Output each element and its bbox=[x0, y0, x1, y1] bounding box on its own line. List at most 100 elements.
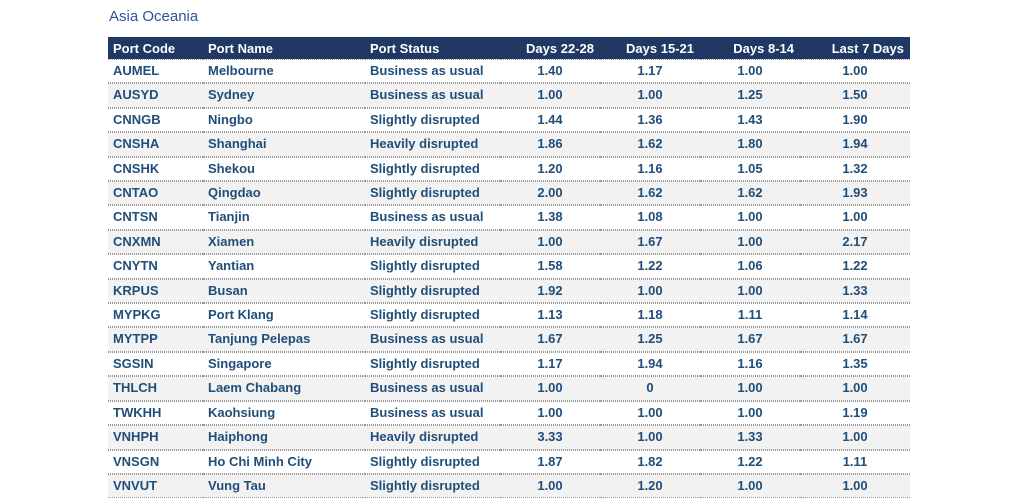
cell-last-7-days: 1.33 bbox=[800, 278, 910, 304]
cell-days-8-14: 1.67 bbox=[700, 327, 800, 352]
cell-days-15-21: 1.62 bbox=[600, 132, 700, 157]
table-header-row: Port Code Port Name Port Status Days 22-28 D… bbox=[108, 37, 910, 59]
table-row: CNTAO Qingdao Slightly disrupted 2.00 1.62 1.… bbox=[108, 181, 910, 206]
cell-last-7-days: 1.00 bbox=[800, 59, 910, 84]
cell-last-7-days: 1.00 bbox=[800, 376, 910, 401]
cell-port-name: Sydney bbox=[203, 83, 365, 108]
cell-days-15-21: 1.82 bbox=[600, 449, 700, 474]
cell-days-15-21: 0 bbox=[600, 376, 700, 401]
cell-port-status: Business as usual bbox=[365, 376, 500, 401]
cell-days-15-21: 1.67 bbox=[600, 229, 700, 255]
cell-port-name: Singapore bbox=[203, 351, 365, 377]
cell-days-15-21: 1.00 bbox=[600, 278, 700, 304]
column-header-days-8-14[interactable]: Days 8-14 bbox=[700, 37, 800, 59]
column-header-port-name[interactable]: Port Name bbox=[203, 37, 365, 59]
cell-last-7-days: 1.50 bbox=[800, 83, 910, 108]
cell-days-22-28: 1.00 bbox=[500, 400, 600, 426]
cell-days-22-28: 1.00 bbox=[500, 229, 600, 255]
cell-port-name: Xiamen bbox=[203, 229, 365, 255]
cell-last-7-days: 1.94 bbox=[800, 132, 910, 157]
cell-port-code: VNSGN bbox=[108, 449, 203, 474]
cell-days-15-21: 1.94 bbox=[600, 351, 700, 377]
cell-days-8-14: 1.80 bbox=[700, 132, 800, 157]
cell-port-code: CNYTN bbox=[108, 254, 203, 279]
cell-port-status: Business as usual bbox=[365, 83, 500, 108]
cell-days-22-28: 1.20 bbox=[500, 156, 600, 182]
cell-days-22-28: 1.17 bbox=[500, 351, 600, 377]
table-row: CNYTN Yantian Slightly disrupted 1.58 1.22 1.… bbox=[108, 254, 910, 279]
table-row: AUMEL Melbourne Business as usual 1.40 1.17 1… bbox=[108, 59, 910, 84]
cell-days-8-14: 1.00 bbox=[700, 473, 800, 499]
table-row: CNTSN Tianjin Business as usual 1.38 1.08 1.0… bbox=[108, 205, 910, 230]
column-header-port-status[interactable]: Port Status bbox=[365, 37, 500, 59]
cell-port-code: KRPUS bbox=[108, 278, 203, 304]
cell-port-code: CNSHA bbox=[108, 132, 203, 157]
cell-port-status: Slightly disrupted bbox=[365, 181, 500, 206]
cell-days-22-28: 1.86 bbox=[500, 132, 600, 157]
cell-port-status: Slightly disrupted bbox=[365, 156, 500, 182]
table-row: MYTPP Tanjung Pelepas Business as usual 1.6… bbox=[108, 327, 910, 352]
cell-days-22-28: 1.13 bbox=[500, 303, 600, 328]
cell-port-status: Slightly disrupted bbox=[365, 303, 500, 328]
cell-port-status: Heavily disrupted bbox=[365, 425, 500, 450]
cell-days-22-28: 1.00 bbox=[500, 473, 600, 499]
cell-port-name: Ho Chi Minh City bbox=[203, 449, 365, 474]
cell-days-8-14: 1.22 bbox=[700, 449, 800, 474]
cell-days-15-21: 1.22 bbox=[600, 254, 700, 279]
cell-days-15-21: 1.00 bbox=[600, 400, 700, 426]
cell-days-8-14: 1.00 bbox=[700, 59, 800, 84]
cell-port-code: CNSHK bbox=[108, 156, 203, 182]
cell-port-status: Slightly disrupted bbox=[365, 449, 500, 474]
cell-days-8-14: 1.00 bbox=[700, 278, 800, 304]
cell-last-7-days: 1.11 bbox=[800, 449, 910, 474]
cell-days-8-14: 1.11 bbox=[700, 303, 800, 328]
cell-port-name: Tanjung Pelepas bbox=[203, 327, 365, 352]
cell-days-15-21: 1.08 bbox=[600, 205, 700, 230]
cell-last-7-days: 1.00 bbox=[800, 205, 910, 230]
cell-port-name: Busan bbox=[203, 278, 365, 304]
cell-days-15-21: 1.62 bbox=[600, 181, 700, 206]
ports-table: Port Code Port Name Port Status Days 22-28 D… bbox=[108, 37, 910, 499]
cell-port-name: Melbourne bbox=[203, 59, 365, 84]
table-row: CNSHA Shanghai Heavily disrupted 1.86 1.62 1.… bbox=[108, 132, 910, 157]
cell-port-code: TWKHH bbox=[108, 400, 203, 426]
table-row: VNHPH Haiphong Heavily disrupted 3.33 1.00 1.… bbox=[108, 425, 910, 450]
asia-oceania-report-section: Asia Oceania Port Code Port Name Port Stat… bbox=[108, 6, 910, 499]
cell-last-7-days: 1.00 bbox=[800, 473, 910, 499]
cell-port-status: Slightly disrupted bbox=[365, 351, 500, 377]
cell-days-22-28: 1.40 bbox=[500, 59, 600, 84]
table-row: KRPUS Busan Slightly disrupted 1.92 1.00 1.00… bbox=[108, 278, 910, 304]
column-header-port-code[interactable]: Port Code bbox=[108, 37, 203, 59]
column-header-days-22-28[interactable]: Days 22-28 bbox=[500, 37, 600, 59]
column-header-days-15-21[interactable]: Days 15-21 bbox=[600, 37, 700, 59]
cell-port-name: Haiphong bbox=[203, 425, 365, 450]
cell-port-code: CNXMN bbox=[108, 229, 203, 255]
column-header-last-7-days[interactable]: Last 7 Days bbox=[800, 37, 910, 59]
cell-port-status: Business as usual bbox=[365, 400, 500, 426]
cell-days-8-14: 1.62 bbox=[700, 181, 800, 206]
table-row: CNNGB Ningbo Slightly disrupted 1.44 1.36 1.4… bbox=[108, 107, 910, 133]
cell-days-15-21: 1.00 bbox=[600, 425, 700, 450]
cell-port-status: Business as usual bbox=[365, 59, 500, 84]
cell-port-code: MYTPP bbox=[108, 327, 203, 352]
cell-last-7-days: 1.19 bbox=[800, 400, 910, 426]
cell-days-22-28: 3.33 bbox=[500, 425, 600, 450]
cell-port-status: Heavily disrupted bbox=[365, 132, 500, 157]
cell-days-8-14: 1.06 bbox=[700, 254, 800, 279]
cell-port-name: Shekou bbox=[203, 156, 365, 182]
cell-days-8-14: 1.05 bbox=[700, 156, 800, 182]
cell-days-22-28: 1.67 bbox=[500, 327, 600, 352]
cell-last-7-days: 1.00 bbox=[800, 425, 910, 450]
cell-port-code: AUMEL bbox=[108, 59, 203, 84]
cell-days-15-21: 1.00 bbox=[600, 83, 700, 108]
cell-port-status: Heavily disrupted bbox=[365, 229, 500, 255]
cell-port-code: CNNGB bbox=[108, 107, 203, 133]
cell-days-22-28: 1.87 bbox=[500, 449, 600, 474]
cell-days-8-14: 1.00 bbox=[700, 376, 800, 401]
cell-days-8-14: 1.00 bbox=[700, 400, 800, 426]
cell-days-22-28: 2.00 bbox=[500, 181, 600, 206]
cell-port-code: SGSIN bbox=[108, 351, 203, 377]
cell-port-status: Slightly disrupted bbox=[365, 254, 500, 279]
cell-port-status: Business as usual bbox=[365, 327, 500, 352]
cell-last-7-days: 1.22 bbox=[800, 254, 910, 279]
